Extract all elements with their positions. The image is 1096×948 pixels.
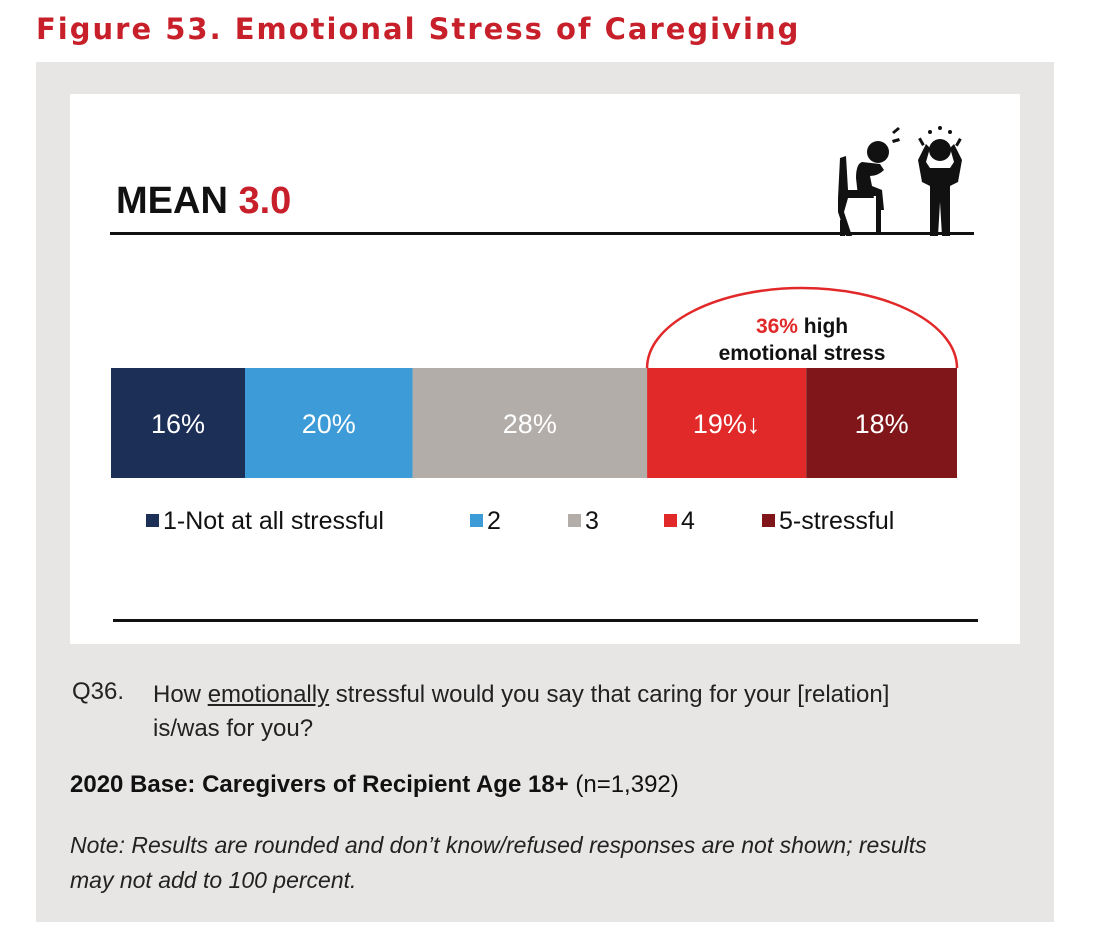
- top-rule: [110, 232, 974, 235]
- legend-swatch-1: [146, 514, 159, 527]
- mean-heading: MEAN 3.0: [116, 180, 291, 223]
- bar-label-5: 18%: [855, 409, 909, 439]
- mean-value: 3.0: [238, 180, 292, 222]
- figure-title: Figure 53. Emotional Stress of Caregivin…: [36, 12, 801, 46]
- bar-label-2: 20%: [302, 409, 356, 439]
- high-stress-annotation-line1: 36% high: [756, 315, 848, 338]
- bar-label-3: 28%: [503, 409, 557, 439]
- bottom-rule: [113, 619, 978, 622]
- legend-label-1: 1-Not at all stressful: [163, 507, 384, 535]
- footnote: Note: Results are rounded and don’t know…: [70, 832, 927, 893]
- question-text: How emotionally stressful would you say …: [153, 678, 933, 746]
- legend-swatch-5: [762, 514, 775, 527]
- bar-segment-2: [245, 368, 413, 478]
- bar-label-4: 19%↓: [693, 409, 761, 439]
- bar-segment-4: [647, 368, 807, 478]
- base-description: 2020 Base: Caregivers of Recipient Age 1…: [70, 771, 679, 799]
- legend-swatch-2: [470, 514, 483, 527]
- legend-label-2: 2: [487, 507, 501, 535]
- high-stress-pct: 36%: [756, 315, 798, 338]
- question-number: Q36.: [72, 678, 125, 705]
- question-text-after: stressful would you say that caring for …: [153, 681, 890, 742]
- legend-label-5: 5-stressful: [779, 507, 894, 535]
- bar-segment-1: [111, 368, 246, 478]
- legend-label-3: 3: [585, 507, 599, 535]
- high-stress-word: high: [798, 315, 848, 338]
- high-stress-arc: [645, 286, 959, 369]
- bar-segment-5: [806, 368, 957, 478]
- bar-segment-3: [412, 368, 648, 478]
- base-label: 2020 Base: Caregivers of Recipient Age 1…: [70, 771, 569, 798]
- stressed-people-icon: [838, 126, 962, 236]
- legend-swatch-4: [664, 514, 677, 527]
- legend-label-4: 4: [681, 507, 695, 535]
- legend-swatch-3: [568, 514, 581, 527]
- bar-label-1: 16%: [151, 409, 205, 439]
- base-count: (n=1,392): [568, 771, 679, 798]
- question-text-before: How: [153, 681, 208, 708]
- question-text-underlined: emotionally: [207, 681, 330, 708]
- mean-label: MEAN: [116, 180, 228, 222]
- high-stress-annotation-line2: emotional stress: [719, 342, 886, 365]
